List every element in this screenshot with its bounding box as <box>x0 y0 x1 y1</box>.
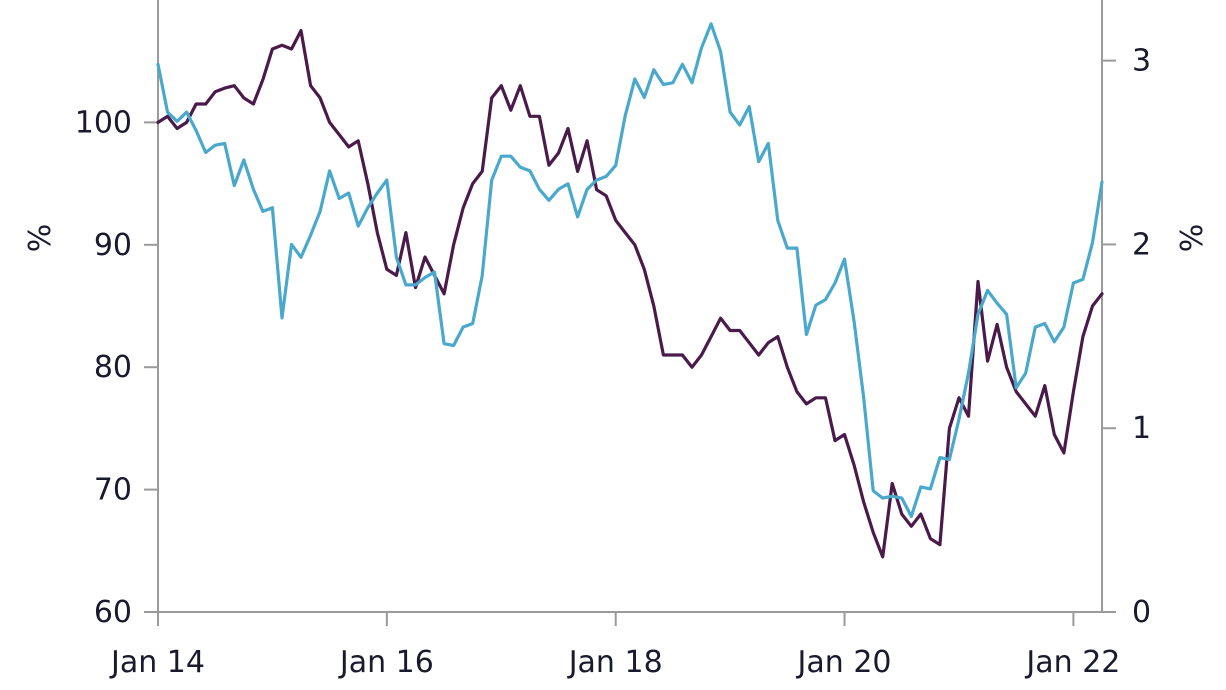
left-tick-label: 70 <box>94 473 132 508</box>
left-axis-series-line <box>156 29 1104 559</box>
series-group <box>156 22 1104 559</box>
right-axis-ticks: 0 1 2 3 <box>1102 44 1151 630</box>
right-axis-series-line <box>156 22 1104 519</box>
left-axis-ticks: 60 70 80 90 100 <box>75 105 158 630</box>
right-tick-label: 3 <box>1132 44 1151 79</box>
x-tick-label: Jan 22 <box>1024 645 1120 680</box>
right-axis-unit-label: % <box>1175 224 1210 253</box>
x-tick-label: Jan 14 <box>109 645 205 680</box>
right-tick-label: 0 <box>1132 595 1151 630</box>
left-tick-label: 90 <box>94 228 132 263</box>
x-tick-label: Jan 20 <box>796 645 892 680</box>
x-axis-ticks: Jan 14 Jan 16 Jan 18 Jan 20 Jan 22 <box>109 612 1120 680</box>
right-tick-label: 2 <box>1132 227 1151 262</box>
left-axis-unit-label: % <box>23 224 58 253</box>
left-tick-label: 80 <box>94 350 132 385</box>
left-tick-label: 60 <box>94 595 132 630</box>
x-tick-label: Jan 16 <box>338 645 434 680</box>
left-tick-label: 100 <box>75 105 132 140</box>
right-tick-label: 1 <box>1132 411 1151 446</box>
x-tick-label: Jan 18 <box>567 645 663 680</box>
